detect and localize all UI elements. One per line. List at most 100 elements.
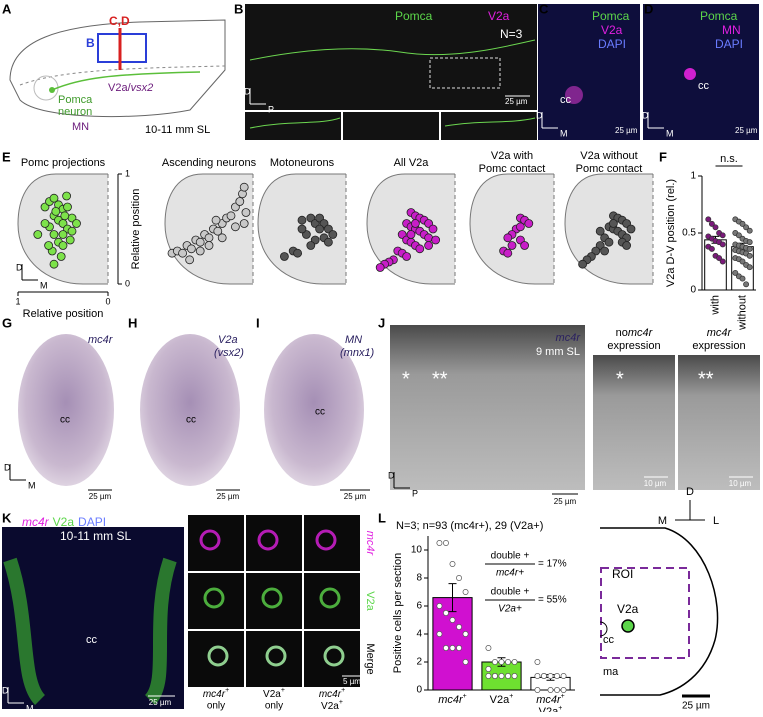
label: P — [412, 488, 418, 498]
label: DAPI — [715, 37, 743, 51]
point — [211, 215, 221, 225]
label: D — [388, 470, 395, 480]
label: 25 µm — [682, 701, 710, 712]
panel-label: E — [2, 149, 11, 164]
label: N=3 — [500, 27, 523, 41]
label: 25 µm — [217, 492, 240, 501]
point — [67, 226, 77, 236]
point — [485, 666, 492, 672]
label: MN — [72, 121, 89, 133]
label: mc4r V2a DAPI — [22, 515, 106, 529]
image-tile — [304, 573, 360, 629]
category-label: mc4r+ — [438, 693, 467, 706]
point — [622, 241, 631, 250]
point — [449, 617, 456, 623]
col-label: mc4r+ — [203, 687, 229, 699]
label: 9 mm SL — [536, 346, 580, 358]
point — [40, 219, 50, 228]
label: 25 µm — [89, 492, 112, 501]
text-part: + — [341, 687, 345, 694]
point — [235, 197, 245, 206]
point — [72, 219, 81, 228]
point — [428, 224, 438, 234]
point — [186, 244, 196, 254]
label: 5 µm — [343, 677, 361, 686]
label: V2a+ — [498, 604, 522, 615]
point — [719, 241, 726, 248]
label: V2a — [617, 602, 639, 616]
label: ** — [698, 368, 714, 390]
label: D — [642, 110, 649, 120]
plot-title: Ascending neurons — [162, 157, 257, 169]
image-detail — [203, 587, 225, 609]
label: cc — [86, 634, 98, 646]
point — [456, 645, 462, 651]
point — [743, 224, 750, 231]
point — [65, 235, 75, 245]
image-i — [264, 334, 364, 486]
text-part: V2a — [321, 701, 339, 712]
panel-label: C — [539, 1, 549, 16]
image-detail — [265, 645, 287, 667]
col-label: V2a+ — [321, 699, 343, 711]
point — [443, 610, 449, 616]
image-tile — [304, 631, 360, 687]
point — [547, 687, 554, 693]
point — [462, 631, 469, 637]
plot-title: Pomc contact — [479, 163, 546, 175]
tick-label: 1 — [125, 168, 130, 178]
plot-title: V2a without — [580, 150, 637, 162]
label: L — [713, 515, 719, 527]
label: 10 µm — [644, 479, 667, 488]
row-label: Merge — [364, 643, 376, 674]
label: M — [560, 128, 568, 138]
tick-label: 10 — [411, 545, 423, 556]
label: V2a — [601, 23, 623, 37]
point — [485, 673, 492, 679]
point — [239, 182, 249, 192]
point — [213, 226, 223, 236]
label: (vsx2) — [214, 347, 244, 359]
panel-label: I — [256, 315, 260, 330]
axis-label: Relative position — [130, 189, 142, 270]
panel-label: A — [2, 1, 12, 16]
label: ** — [432, 368, 448, 390]
point — [33, 230, 43, 239]
point — [735, 232, 742, 239]
label: 25 µm — [735, 126, 758, 135]
point — [241, 208, 251, 217]
tick-label: 2 — [416, 657, 422, 668]
point — [58, 241, 68, 250]
label: mc4r — [88, 334, 114, 346]
point — [375, 263, 385, 272]
label: double + — [491, 587, 530, 598]
label: D — [244, 86, 251, 96]
label: 25 µm — [554, 497, 577, 506]
label: N=3; n=93 (mc4r+), 29 (V2a+) — [396, 520, 543, 532]
point — [462, 659, 469, 665]
point — [541, 673, 547, 679]
point — [195, 237, 205, 247]
roi — [600, 567, 690, 659]
label: cc — [698, 80, 710, 92]
image-tile — [246, 515, 302, 571]
image-j — [390, 325, 585, 490]
image-j3 — [678, 355, 760, 490]
point — [746, 227, 753, 234]
point — [443, 540, 449, 546]
image-j2 — [593, 355, 675, 490]
point — [449, 561, 456, 567]
point — [524, 219, 534, 228]
point — [507, 241, 517, 250]
label: D — [4, 462, 11, 472]
point — [609, 219, 618, 228]
point — [560, 687, 567, 693]
point — [534, 659, 541, 665]
label: * — [402, 368, 410, 390]
point — [436, 603, 443, 609]
point — [492, 659, 498, 665]
text-part: + — [339, 699, 343, 706]
label: M — [40, 280, 48, 290]
image-detail — [684, 68, 696, 80]
